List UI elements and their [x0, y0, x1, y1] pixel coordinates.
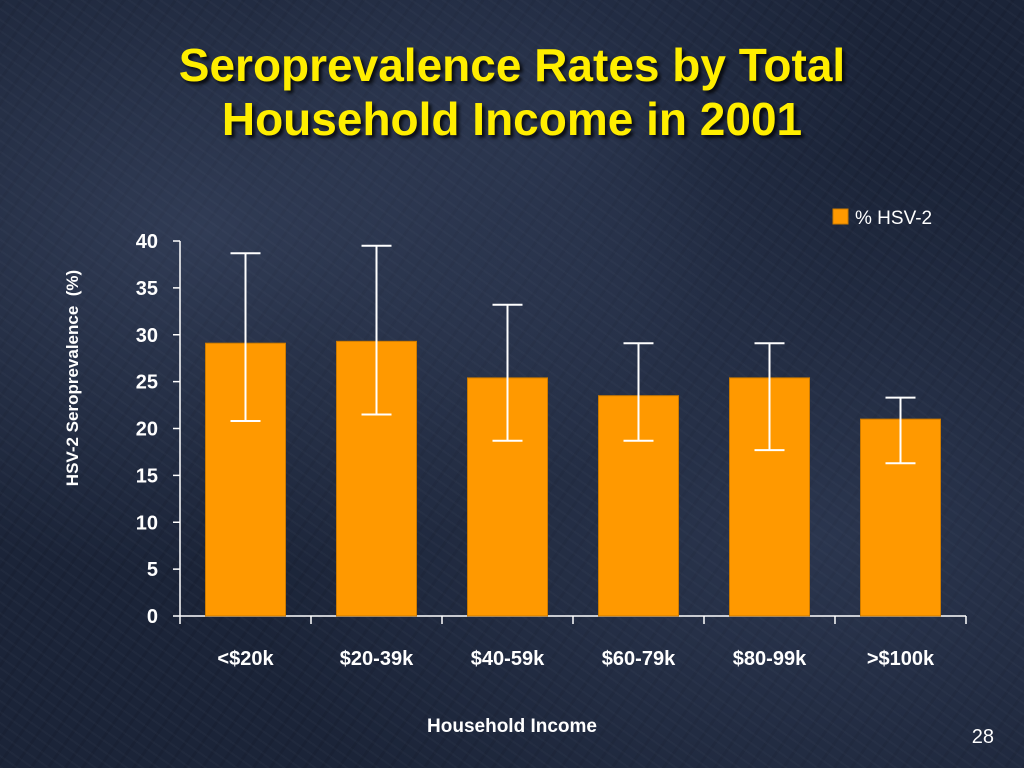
y-tick-label: 15 [136, 465, 158, 487]
x-tick-label: $80-99k [733, 648, 807, 670]
x-tick-label: $60-79k [602, 648, 676, 670]
legend: % HSV-2 [832, 208, 932, 229]
bars [205, 340, 941, 617]
x-axis-label: Household Income [427, 716, 597, 737]
y-tick-label: 30 [136, 325, 158, 347]
y-axis: 0 5 10 15 20 25 30 35 40 [136, 231, 181, 628]
x-tick-label: >$100k [867, 648, 935, 670]
y-tick-label: 35 [136, 278, 158, 300]
x-tick-label: <$20k [217, 648, 274, 670]
y-axis-label: HSV-2 Seroprevalence (%) [63, 270, 82, 486]
slide-title: Seroprevalence Rates by Total Household … [0, 38, 1024, 146]
page-number: 28 [971, 726, 994, 748]
y-tick-label: 10 [136, 512, 158, 534]
y-tick-label: 25 [136, 372, 158, 394]
slide-title-line-2: Household Income in 2001 [221, 93, 803, 145]
legend-swatch [832, 208, 849, 225]
error-bars [230, 244, 916, 465]
legend-label: % HSV-2 [855, 208, 932, 229]
x-axis: <$20k $20-39k $40-59k $60-79k $80-99k >$100k [179, 615, 967, 670]
slide-title-line-1: Seroprevalence Rates by Total [178, 39, 846, 91]
y-tick-label: 40 [136, 231, 158, 253]
x-tick-label: $40-59k [471, 648, 545, 670]
y-tick-label: 0 [147, 606, 158, 628]
y-tick-label: 20 [136, 419, 158, 441]
y-tick-label: 5 [147, 559, 158, 581]
x-tick-label: $20-39k [340, 648, 414, 670]
